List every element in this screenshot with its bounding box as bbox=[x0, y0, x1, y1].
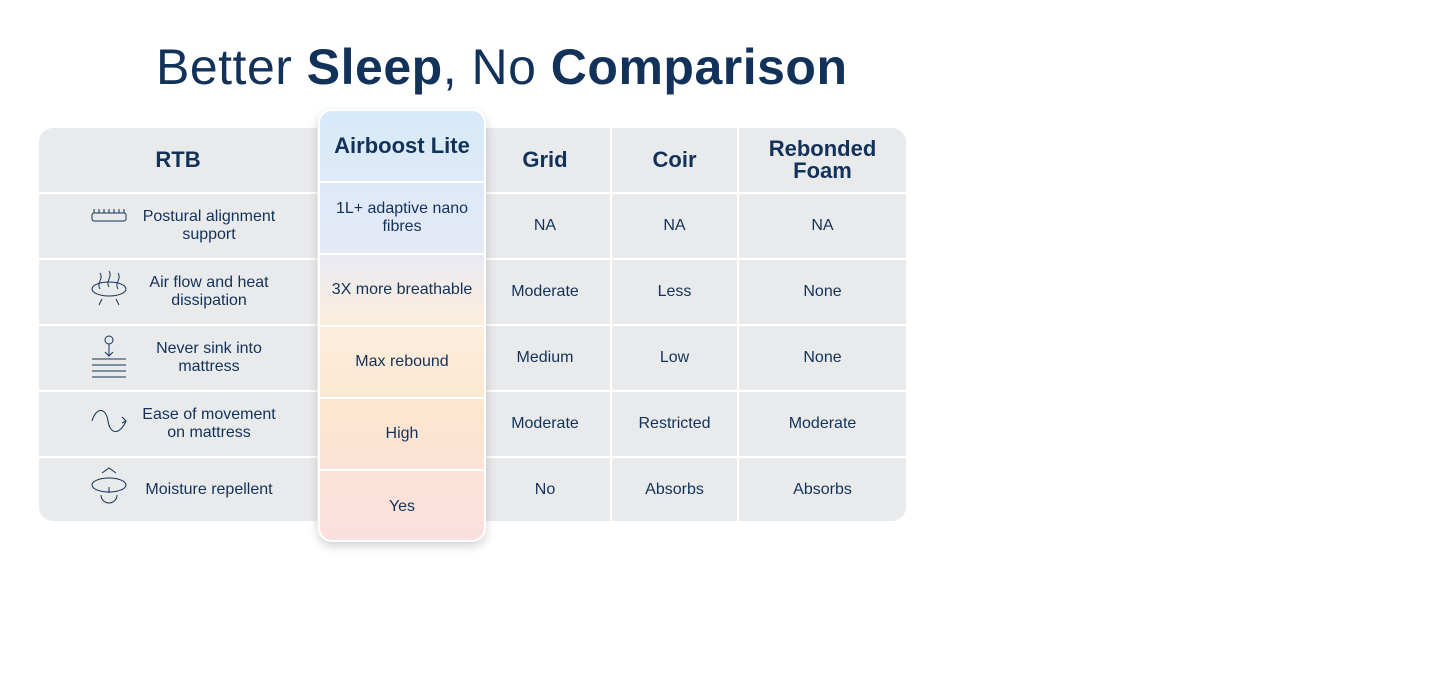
cell: 1L+ adaptive nano fibres bbox=[320, 183, 484, 255]
feature-icon bbox=[91, 209, 127, 222]
title-part: Better bbox=[156, 39, 307, 95]
highlight-column: Airboost Lite 1L+ adaptive nano fibres 3X … bbox=[318, 109, 486, 542]
header-cell: RTB bbox=[39, 128, 317, 192]
cell: Low bbox=[612, 326, 737, 390]
cell: Max rebound bbox=[320, 327, 484, 399]
feature-cell: Never sink into mattress bbox=[39, 326, 317, 390]
feature-label: Moisture repellent bbox=[145, 480, 273, 498]
cell: Less bbox=[612, 260, 737, 324]
header-cell: Airboost Lite bbox=[320, 111, 484, 183]
title-part: Sleep bbox=[306, 39, 443, 95]
cell: Absorbs bbox=[612, 458, 737, 521]
cell: NA bbox=[612, 194, 737, 258]
feature-label: Ease of movement on mattress bbox=[142, 406, 276, 441]
cell: 3X more breathable bbox=[320, 255, 484, 327]
feature-cell: Moisture repellent bbox=[39, 458, 317, 521]
title-part: Comparison bbox=[550, 39, 848, 95]
title-part: , No bbox=[442, 39, 551, 95]
feature-icon bbox=[92, 335, 126, 378]
cell: Moderate bbox=[739, 392, 906, 456]
feature-label: Never sink into mattress bbox=[156, 340, 262, 375]
header-cell: Rebonded Foam bbox=[739, 128, 906, 192]
feature-icon bbox=[91, 270, 127, 306]
feature-cell: Postural alignment support bbox=[39, 194, 317, 258]
cell: No bbox=[480, 458, 610, 521]
cell: Moderate bbox=[480, 260, 610, 324]
cell: NA bbox=[480, 194, 610, 258]
feature-icon bbox=[91, 410, 127, 432]
feature-label: Postural alignment support bbox=[142, 208, 276, 243]
cell: Medium bbox=[480, 326, 610, 390]
feature-cell: Ease of movement on mattress bbox=[39, 392, 317, 456]
cell: Restricted bbox=[612, 392, 737, 456]
header-cell: Coir bbox=[612, 128, 737, 192]
cell: Yes bbox=[388, 497, 416, 515]
feature-cell: Air flow and heat dissipation bbox=[39, 260, 317, 324]
cell: High bbox=[320, 399, 484, 471]
page-title: Better Sleep, No Comparison bbox=[156, 38, 848, 96]
feature-label: Air flow and heat dissipation bbox=[149, 274, 269, 309]
feature-icon bbox=[91, 466, 127, 503]
cell: None bbox=[739, 326, 906, 390]
cell: Absorbs bbox=[739, 458, 906, 521]
cell: Moderate bbox=[480, 392, 610, 456]
header-cell: Grid bbox=[480, 128, 610, 192]
cell: NA bbox=[739, 194, 906, 258]
cell: None bbox=[739, 260, 906, 324]
